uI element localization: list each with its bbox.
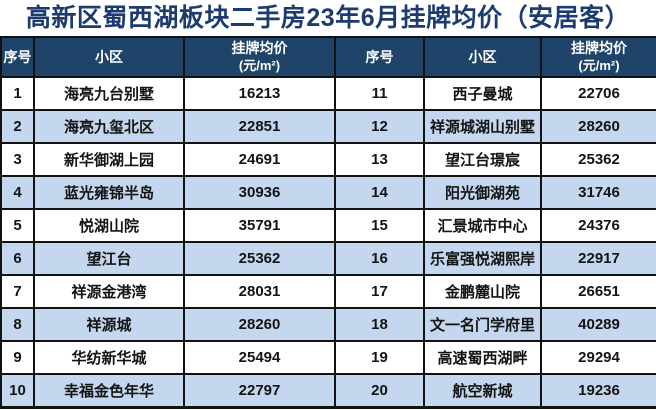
community-cell: 阳光御湖苑 — [423, 175, 542, 210]
table-row: 9 华纺新华城 25494 19 高速蜀西湖畔 29294 — [0, 340, 656, 375]
index-cell: 4 — [0, 175, 35, 210]
community-cell: 悦湖山院 — [33, 208, 185, 243]
index-cell: 13 — [334, 142, 425, 177]
community-cell: 祥源金港湾 — [33, 274, 185, 309]
table-row: 6 望江台 25362 16 乐富强悦湖熙岸 22917 — [0, 241, 656, 276]
header-price-left-unit: (元/m²) — [238, 57, 281, 73]
community-cell: 望江台 — [33, 241, 185, 276]
index-cell: 1 — [0, 76, 35, 111]
header-community-left: 小区 — [33, 36, 185, 78]
price-cell: 30936 — [183, 175, 336, 210]
price-cell: 24691 — [183, 142, 336, 177]
community-cell: 金鹏麓山院 — [423, 274, 542, 309]
price-cell: 22797 — [183, 373, 336, 408]
community-cell: 文一名门学府里 — [423, 307, 542, 342]
price-cell: 22706 — [540, 76, 656, 111]
community-cell: 西子曼城 — [423, 76, 542, 111]
header-index-left-label: 序号 — [3, 48, 32, 65]
price-cell: 25362 — [540, 142, 656, 177]
header-price-right-unit: (元/m²) — [578, 57, 620, 73]
price-cell: 24376 — [540, 208, 656, 243]
table-row: 3 新华御湖上园 24691 13 望江台璟宸 25362 — [0, 142, 656, 177]
index-cell: 7 — [0, 274, 35, 309]
community-cell: 汇景城市中心 — [423, 208, 542, 243]
header-row: 序号 小区 挂牌均价 (元/m²) 序号 小区 挂牌均价 (元/m²) — [0, 36, 656, 78]
table-row: 5 悦湖山院 35791 15 汇景城市中心 24376 — [0, 208, 656, 243]
price-cell: 22851 — [183, 109, 336, 144]
header-index-right-label: 序号 — [365, 48, 394, 65]
index-cell: 19 — [334, 340, 425, 375]
table-row: 7 祥源金港湾 28031 17 金鹏麓山院 26651 — [0, 274, 656, 309]
header-community-right-label: 小区 — [468, 48, 497, 65]
price-cell: 28260 — [540, 109, 656, 144]
price-cell: 40289 — [540, 307, 656, 342]
table-body: 1 海亮九台别墅 16213 11 西子曼城 22706 2 海亮九玺北区 22851 12 祥源城… — [0, 76, 656, 408]
community-cell: 海亮九玺北区 — [33, 109, 185, 144]
index-cell: 3 — [0, 142, 35, 177]
header-index-left: 序号 — [0, 36, 35, 78]
price-cell: 22917 — [540, 241, 656, 276]
table-header: 序号 小区 挂牌均价 (元/m²) 序号 小区 挂牌均价 (元/m²) — [0, 36, 656, 78]
community-cell: 海亮九台别墅 — [33, 76, 185, 111]
community-cell: 祥源城湖山别墅 — [423, 109, 542, 144]
community-cell: 蓝光雍锦半岛 — [33, 175, 185, 210]
price-cell: 35791 — [183, 208, 336, 243]
header-community-right: 小区 — [423, 36, 542, 78]
community-cell: 华纺新华城 — [33, 340, 185, 375]
index-cell: 10 — [0, 373, 35, 408]
header-index-right: 序号 — [334, 36, 425, 78]
index-cell: 14 — [334, 175, 425, 210]
header-price-right: 挂牌均价 (元/m²) — [540, 36, 656, 78]
price-cell: 19236 — [540, 373, 656, 408]
index-cell: 16 — [334, 241, 425, 276]
index-cell: 5 — [0, 208, 35, 243]
page-title: 高新区蜀西湖板块二手房23年6月挂牌均价（安居客） — [25, 4, 631, 32]
price-cell: 26651 — [540, 274, 656, 309]
index-cell: 12 — [334, 109, 425, 144]
table-row: 10 幸福金色年华 22797 20 航空新城 19236 — [0, 373, 656, 408]
price-cell: 16213 — [183, 76, 336, 111]
table-row: 8 祥源城 28260 18 文一名门学府里 40289 — [0, 307, 656, 342]
price-cell: 31746 — [540, 175, 656, 210]
index-cell: 18 — [334, 307, 425, 342]
table-row: 2 海亮九玺北区 22851 12 祥源城湖山别墅 28260 — [0, 109, 656, 144]
header-price-left: 挂牌均价 (元/m²) — [183, 36, 336, 78]
price-cell: 28031 — [183, 274, 336, 309]
price-cell: 28260 — [183, 307, 336, 342]
community-cell: 乐富强悦湖熙岸 — [423, 241, 542, 276]
index-cell: 8 — [0, 307, 35, 342]
header-price-left-label: 挂牌均价 — [231, 40, 288, 57]
community-cell: 高速蜀西湖畔 — [423, 340, 542, 375]
community-cell: 望江台璟宸 — [423, 142, 542, 177]
index-cell: 20 — [334, 373, 425, 408]
index-cell: 6 — [0, 241, 35, 276]
table-row: 1 海亮九台别墅 16213 11 西子曼城 22706 — [0, 76, 656, 111]
header-community-left-label: 小区 — [95, 48, 123, 65]
price-cell: 29294 — [540, 340, 656, 375]
index-cell: 9 — [0, 340, 35, 375]
community-cell: 祥源城 — [33, 307, 185, 342]
index-cell: 2 — [0, 109, 35, 144]
table-row: 4 蓝光雍锦半岛 30936 14 阳光御湖苑 31746 — [0, 175, 656, 210]
price-cell: 25494 — [183, 340, 336, 375]
index-cell: 11 — [334, 76, 425, 111]
price-cell: 25362 — [183, 241, 336, 276]
community-cell: 新华御湖上园 — [33, 142, 185, 177]
community-cell: 航空新城 — [423, 373, 542, 408]
price-table: 序号 小区 挂牌均价 (元/m²) 序号 小区 挂牌均价 (元/m²) — [0, 36, 656, 409]
community-cell: 幸福金色年华 — [33, 373, 185, 408]
header-price-right-label: 挂牌均价 — [571, 40, 627, 57]
index-cell: 17 — [334, 274, 425, 309]
index-cell: 15 — [334, 208, 425, 243]
